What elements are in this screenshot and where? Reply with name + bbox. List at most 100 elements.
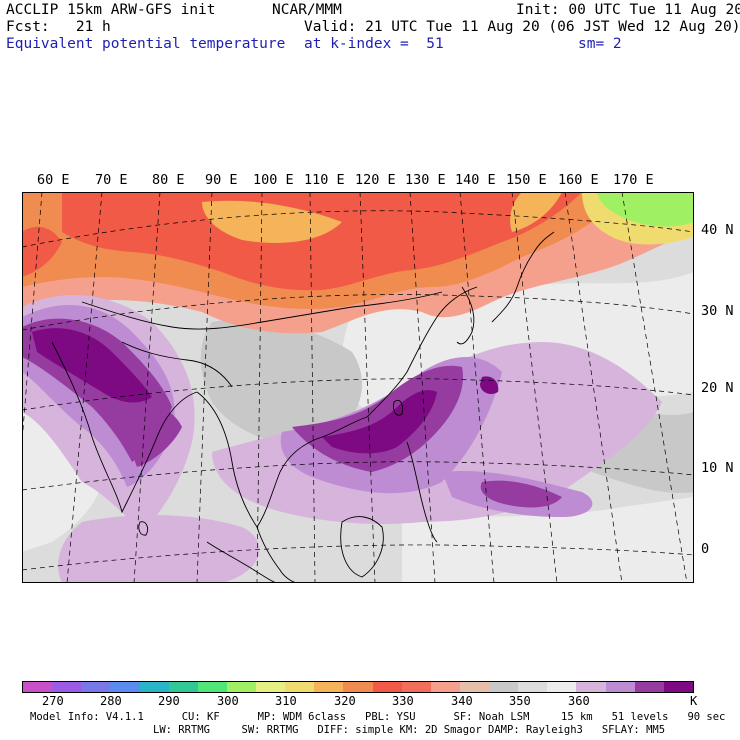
meridian (309, 192, 316, 583)
lon-label: 130 E (405, 172, 446, 188)
model-info-line2: LW: RRTMG SW: RRTMG DIFF: simple KM: 2D … (153, 724, 666, 736)
colorbar-swatch (52, 682, 82, 692)
colorbar-swatch (518, 682, 548, 692)
colorbar-label: 330 (392, 694, 414, 708)
coastline-borneo (340, 516, 384, 578)
colorbar-swatch (285, 682, 315, 692)
meridian (409, 192, 436, 583)
meridian (256, 192, 263, 583)
forecast-hour: Fcst: 21 h (6, 19, 111, 35)
lon-label: 80 E (152, 172, 185, 188)
field-region (22, 226, 62, 277)
country-borders (81, 291, 443, 330)
lat-label: 40 N (701, 222, 734, 238)
coastline-india (51, 341, 198, 514)
lat-label: 20 N (701, 380, 734, 396)
parallel-10n (22, 461, 694, 491)
meridian (66, 192, 103, 583)
colorbar-swatch (459, 682, 489, 692)
colorbar-swatch (430, 682, 460, 692)
meridian (564, 192, 623, 583)
valid-time: Valid: 21 UTC Tue 11 Aug 20 (06 JST Wed … (304, 19, 740, 35)
field-region (480, 376, 499, 395)
field-region (480, 480, 562, 508)
model-title: ACCLIP 15km ARW-GFS init (6, 2, 216, 18)
coastline-japan (491, 231, 555, 323)
colorbar-swatch (23, 682, 53, 692)
coastline-indochina (196, 391, 368, 528)
colorbar-swatch (197, 682, 227, 692)
coastline-sri-lanka (138, 521, 149, 536)
colorbar-swatch (401, 682, 431, 692)
colorbar-label: 320 (334, 694, 356, 708)
smoothing-label: sm= 2 (578, 36, 622, 52)
colorbar-label: 270 (42, 694, 64, 708)
colorbar-swatch (343, 682, 373, 692)
equivalent-potential-temperature-map (22, 192, 694, 583)
country-borders (121, 341, 233, 388)
colorbar-swatch (256, 682, 286, 692)
colorbar-unit: K (690, 694, 698, 708)
model-info-line1: Model Info: V4.1.1 CU: KF MP: WDM 6class… (30, 711, 726, 723)
colorbar-label: 300 (217, 694, 239, 708)
colorbar-label: 340 (451, 694, 473, 708)
coastline-china (366, 286, 478, 418)
lon-label: 70 E (95, 172, 128, 188)
colorbar-swatch (168, 682, 198, 692)
field-region (402, 497, 694, 583)
field-region (58, 515, 260, 583)
colorbar-swatch (314, 682, 344, 692)
colorbar (22, 681, 694, 693)
colorbar-swatch (576, 682, 606, 692)
lon-label: 100 E (253, 172, 294, 188)
colorbar-label: 350 (509, 694, 531, 708)
lat-label: 10 N (701, 460, 734, 476)
colorbar-swatch (605, 682, 635, 692)
meridian (133, 192, 161, 583)
coastline-philippines (406, 441, 438, 543)
colorbar-label: 290 (158, 694, 180, 708)
lon-label: 90 E (205, 172, 238, 188)
colorbar-swatch (226, 682, 256, 692)
meridian (22, 192, 43, 443)
lon-label: 150 E (506, 172, 547, 188)
colorbar-swatch (139, 682, 169, 692)
lon-label: 140 E (455, 172, 496, 188)
colorbar-swatch (634, 682, 664, 692)
coastline-malay-peninsula (256, 526, 298, 583)
lon-label: 60 E (37, 172, 70, 188)
level-index: at k-index = 51 (304, 36, 444, 52)
lon-label: 170 E (613, 172, 654, 188)
colorbar-swatch (81, 682, 111, 692)
coastlines (51, 231, 555, 583)
lat-label: 30 N (701, 303, 734, 319)
colorbar-label: 280 (100, 694, 122, 708)
field-region (32, 328, 152, 403)
meridian (621, 192, 688, 583)
field-name: Equivalent potential temperature (6, 36, 286, 52)
field-region (200, 319, 362, 445)
lon-label: 160 E (558, 172, 599, 188)
meridian (511, 192, 558, 583)
colorbar-label: 310 (275, 694, 297, 708)
coastline-taiwan (393, 399, 403, 416)
meridian (359, 192, 376, 583)
colorbar-swatch (110, 682, 140, 692)
field-region (202, 200, 342, 243)
lon-label: 110 E (304, 172, 345, 188)
colorbar-label: 360 (568, 694, 590, 708)
graticule (22, 192, 694, 583)
meridian (459, 192, 495, 583)
colorbar-swatch (489, 682, 519, 692)
organization-label: NCAR/MMM (272, 2, 342, 18)
field-region (322, 390, 437, 454)
field-region (129, 407, 182, 467)
colorbar-swatch (663, 682, 693, 692)
field-region (510, 192, 562, 232)
meridian (196, 192, 213, 583)
parallel-20n (22, 378, 694, 411)
colorbar-swatch (372, 682, 402, 692)
colorbar-swatch (547, 682, 577, 692)
init-time: Init: 00 UTC Tue 11 Aug 20 (516, 2, 740, 18)
map-frame (22, 192, 694, 583)
